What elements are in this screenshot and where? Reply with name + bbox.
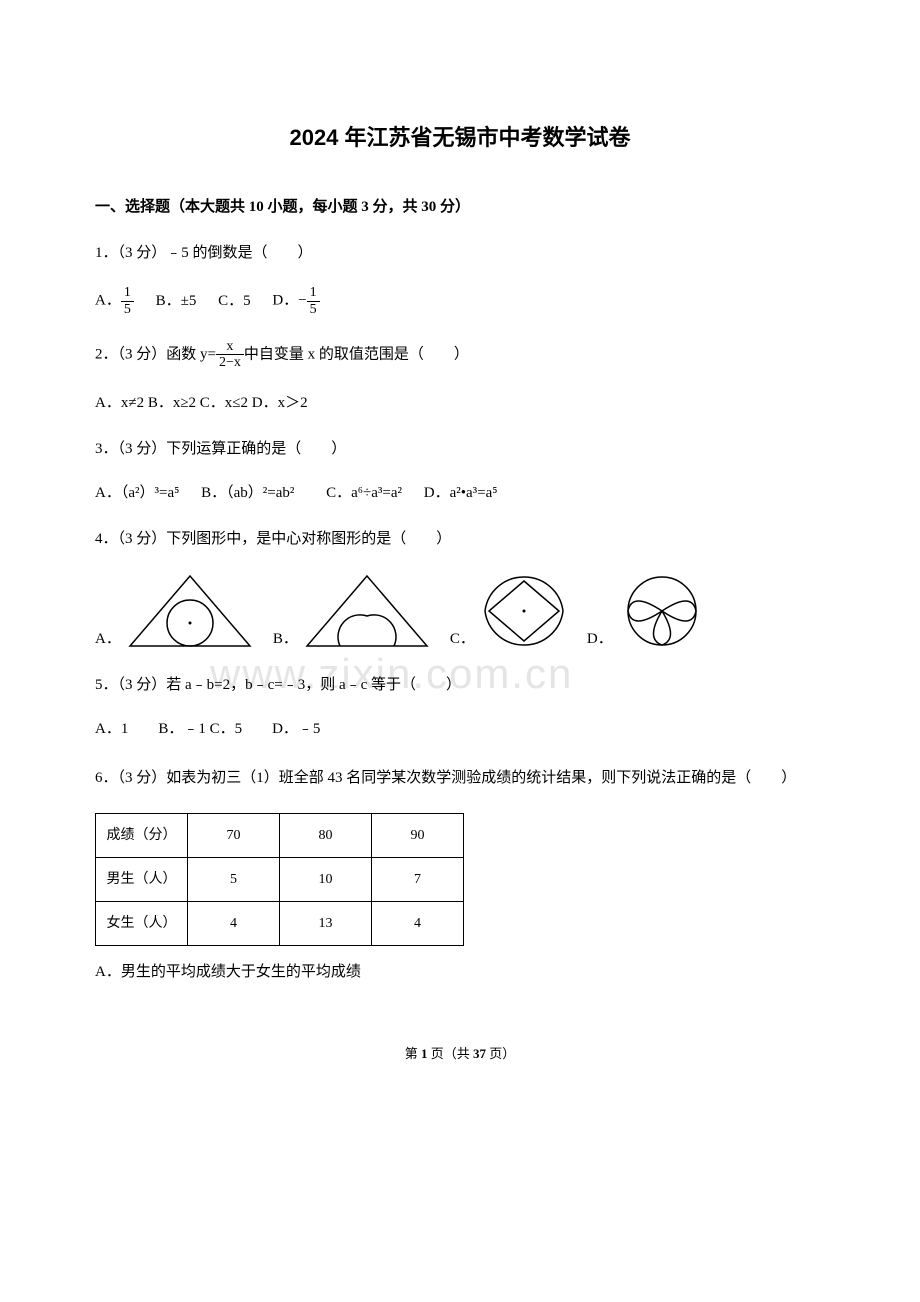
- denominator: 2−x: [216, 355, 244, 370]
- cell: 4: [372, 902, 464, 946]
- q3-options: A．（a²）³=a⁵ B．（ab）²=ab² C．a⁶÷a³=a² D．a²•a…: [95, 481, 825, 506]
- q1-opt-b: B．±5: [156, 289, 197, 313]
- cell: 5: [188, 858, 280, 902]
- q4-label-d: D．: [587, 627, 613, 651]
- q4-fig-b: B．: [273, 571, 432, 651]
- q2-stem-b: 中自变量 x 的取值范围是（: [244, 346, 424, 362]
- numerator: x: [216, 339, 244, 355]
- q4-label-b: B．: [273, 627, 298, 651]
- cell: 成绩（分）: [96, 814, 188, 858]
- q4-figures: A． B． C． D．: [95, 571, 825, 651]
- q4-fig-d: D．: [587, 571, 707, 651]
- q1-a-prefix: A．: [95, 293, 121, 309]
- cell: 女生（人）: [96, 902, 188, 946]
- q4-label-c: C．: [450, 627, 475, 651]
- q1-stem-b: ）: [298, 245, 313, 261]
- q1-opt-a: A．15: [95, 285, 134, 317]
- circle-petals-icon: [617, 571, 707, 651]
- q4-stem: 4．（3 分）下列图形中，是中心对称图形的是（ ）: [95, 527, 825, 551]
- cell: 4: [188, 902, 280, 946]
- footer-a: 第: [405, 1046, 421, 1061]
- q2-stem-c: ）: [454, 346, 469, 362]
- q6-opt-a: A．男生的平均成绩大于女生的平均成绩: [95, 960, 825, 984]
- fraction: 15: [307, 285, 320, 317]
- numerator: 1: [307, 285, 320, 301]
- q3-opt-c: C．a⁶÷a³=a²: [326, 481, 402, 505]
- cell: 男生（人）: [96, 858, 188, 902]
- q6-table: 成绩（分） 70 80 90 男生（人） 5 10 7 女生（人） 4 13 4: [95, 813, 464, 946]
- q1-opt-d: D．−15: [272, 285, 319, 317]
- q2-options: A．x≠2 B．x≥2 C．x≤2 D．x＞2: [95, 391, 825, 415]
- q2-stem: 2．（3 分）函数 y=x2−x中自变量 x 的取值范围是（ ）: [95, 339, 825, 371]
- triangle-arcs-icon: [302, 571, 432, 651]
- q5-stem: 5．（3 分）若 a﹣b=2，b﹣c=﹣3，则 a﹣c 等于（ ）: [95, 673, 825, 697]
- q3-opt-a: A．（a²）³=a⁵: [95, 481, 179, 505]
- q1-stem: 1．（3 分）﹣5 的倒数是（ ）: [95, 241, 825, 265]
- table-row: 成绩（分） 70 80 90: [96, 814, 464, 858]
- cell: 7: [372, 858, 464, 902]
- table-row: 女生（人） 4 13 4: [96, 902, 464, 946]
- table-row: 男生（人） 5 10 7: [96, 858, 464, 902]
- denominator: 5: [121, 302, 134, 317]
- page-footer: 第 1 页（共 37 页）: [95, 1044, 825, 1065]
- triangle-inscribed-circle-icon: [125, 571, 255, 651]
- fraction: 15: [121, 285, 134, 317]
- q3-opt-d: D．a²•a³=a⁵: [424, 481, 498, 505]
- cell: 90: [372, 814, 464, 858]
- cell: 70: [188, 814, 280, 858]
- exam-title: 2024 年江苏省无锡市中考数学试卷: [95, 120, 825, 155]
- q2-stem-a: 2．（3 分）函数 y=: [95, 346, 216, 362]
- q4-fig-c: C．: [450, 571, 569, 651]
- q4-fig-a: A．: [95, 571, 255, 651]
- q1-options: A．15 B．±5 C．5 D．−15: [95, 285, 825, 317]
- denominator: 5: [307, 302, 320, 317]
- total-pages: 37: [473, 1046, 486, 1061]
- q1-d-prefix: D．−: [272, 293, 306, 309]
- footer-b: 页（共: [427, 1046, 473, 1061]
- q3-stem: 3．（3 分）下列运算正确的是（ ）: [95, 437, 825, 461]
- footer-c: 页）: [486, 1046, 515, 1061]
- numerator: 1: [121, 285, 134, 301]
- fraction: x2−x: [216, 339, 244, 371]
- cell: 80: [280, 814, 372, 858]
- q1-stem-a: 1．（3 分）﹣5 的倒数是（: [95, 245, 268, 261]
- q1-opt-c: C．5: [218, 289, 251, 313]
- cell: 13: [280, 902, 372, 946]
- cell: 10: [280, 858, 372, 902]
- q5-options: A．1 B．﹣1 C．5 D．﹣5: [95, 717, 825, 741]
- q3-opt-b: B．（ab）²=ab²: [201, 481, 294, 505]
- q6-stem: 6．（3 分）如表为初三（1）班全部 43 名同学某次数学测验成绩的统计结果，则…: [95, 763, 825, 793]
- section-1-heading: 一、选择题（本大题共 10 小题，每小题 3 分，共 30 分）: [95, 195, 825, 219]
- square-in-arcs-icon: [479, 571, 569, 651]
- q4-label-a: A．: [95, 627, 121, 651]
